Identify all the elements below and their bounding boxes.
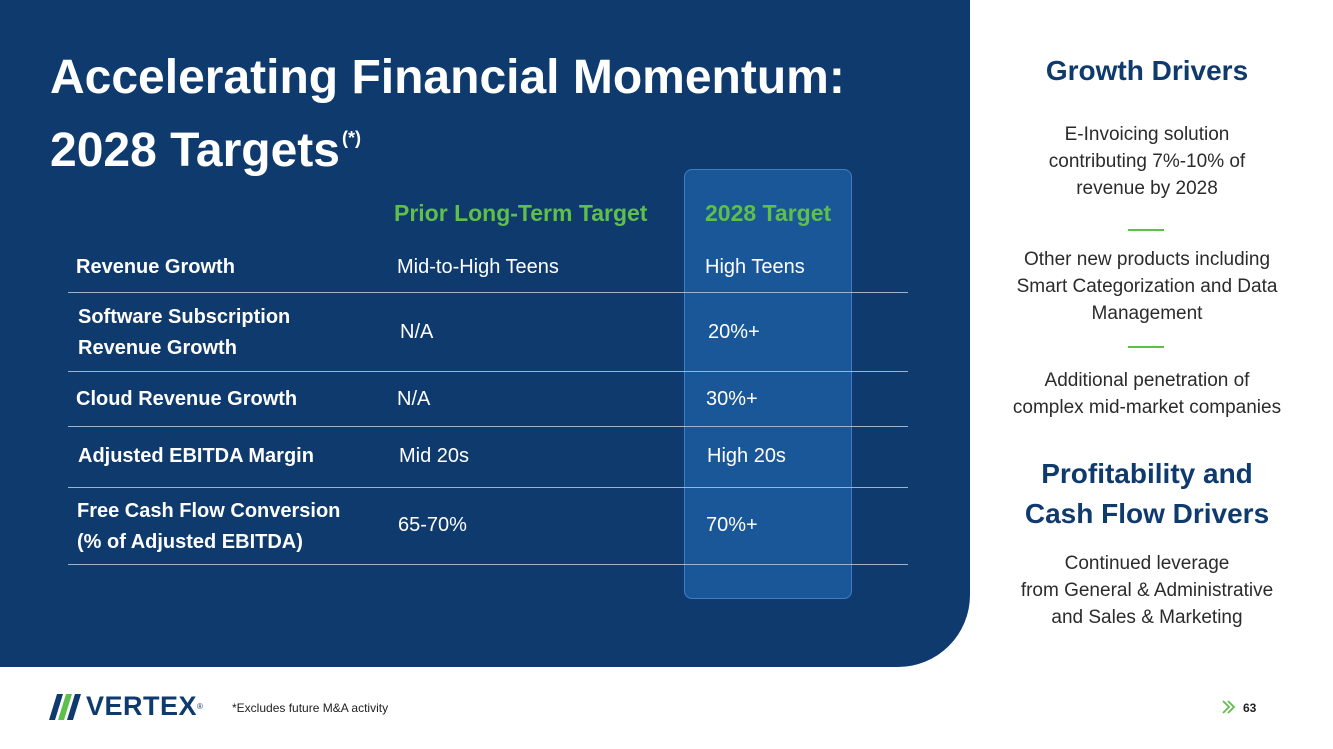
page-number: 63 [1243,701,1257,715]
growth-driver-line: complex mid-market companies [1012,397,1282,418]
profitability-heading-line: Profitability and [1041,458,1253,489]
growth-driver-new-products: Other new products including Smart Categ… [990,246,1304,327]
footnote: *Excludes future M&A activity [232,701,389,715]
target-column-highlight [684,169,852,599]
profitability-heading: Profitability and Cash Flow Drivers [990,454,1304,534]
row-divider [68,564,908,565]
vertex-logo: VERTEX ® [48,690,203,722]
profitability-driver-line: Continued leverage [1064,553,1230,574]
profitability-heading-line: Cash Flow Drivers [1024,498,1270,529]
growth-driver-einvoicing: E-Invoicing solution contributing 7%-10%… [990,121,1304,202]
profitability-driver-leverage: Continued leverage from General & Admini… [990,550,1304,631]
row-prior-adjusted-ebitda-margin: Mid 20s [399,445,470,467]
title-line-1: Accelerating Financial Momentum: [50,51,845,104]
vertex-logo-registered: ® [197,701,203,711]
title-footnote-marker: (*) [341,128,361,148]
row-divider [68,426,908,427]
row-label-cloud-revenue-growth: Cloud Revenue Growth [76,384,297,415]
title-line-2-wrap: 2028 Targets (*) [50,108,930,181]
row-label-adjusted-ebitda-margin: Adjusted EBITDA Margin [78,441,314,472]
growth-driver-mid-market: Additional penetration of complex mid-ma… [990,367,1304,421]
row-label-line: Software Subscription [78,306,291,328]
row-target-cloud-revenue-growth: 30%+ [706,388,758,410]
row-divider [68,487,908,488]
row-label-software-subscription: Software Subscription Revenue Growth [78,302,290,364]
header-prior-target: Prior Long-Term Target [394,200,648,226]
vertex-logo-mark-icon [49,694,81,720]
growth-driver-line: Smart Categorization and Data [1016,276,1278,297]
growth-divider [1128,229,1164,231]
page-title: Accelerating Financial Momentum: 2028 Ta… [50,48,930,181]
growth-driver-line: contributing 7%-10% of [1048,151,1246,172]
growth-driver-line: Additional penetration of [1044,370,1250,391]
growth-drivers-heading: Growth Drivers [1045,55,1249,86]
row-target-adjusted-ebitda-margin: High 20s [707,445,786,467]
row-label-line: (% of Adjusted EBITDA) [77,531,303,553]
row-target-software-subscription: 20%+ [708,321,760,343]
row-target-free-cash-flow-conversion: 70%+ [706,514,758,536]
growth-driver-line: Management [1091,303,1203,324]
row-label-line: Cloud Revenue Growth [76,388,298,410]
row-target-revenue-growth: High Teens [705,256,805,278]
row-prior-cloud-revenue-growth: N/A [397,388,431,410]
row-label-line: Revenue Growth [78,337,237,359]
double-chevron-right-icon [1222,700,1236,714]
growth-driver-line: revenue by 2028 [1076,178,1218,199]
row-divider [68,292,908,293]
row-label-line: Adjusted EBITDA Margin [78,445,314,467]
row-label-revenue-growth: Revenue Growth [76,252,235,283]
row-label-line: Free Cash Flow Conversion [77,500,341,522]
growth-driver-line: E-Invoicing solution [1064,124,1230,145]
row-prior-free-cash-flow-conversion: 65-70% [398,514,467,536]
vertex-logo-text: VERTEX [86,690,198,721]
growth-divider [1128,346,1164,348]
row-prior-revenue-growth: Mid-to-High Teens [397,256,559,278]
growth-driver-line: Other new products including [1023,249,1271,270]
profitability-driver-line: from General & Administrative [1020,580,1274,601]
row-prior-software-subscription: N/A [400,321,434,343]
profitability-driver-line: and Sales & Marketing [1051,607,1243,628]
row-divider [68,371,908,372]
row-label-line: Revenue Growth [76,256,235,278]
title-line-2: 2028 Targets [50,124,340,177]
row-label-free-cash-flow-conversion: Free Cash Flow Conversion (% of Adjusted… [77,496,340,558]
header-2028-target: 2028 Target [705,200,832,226]
